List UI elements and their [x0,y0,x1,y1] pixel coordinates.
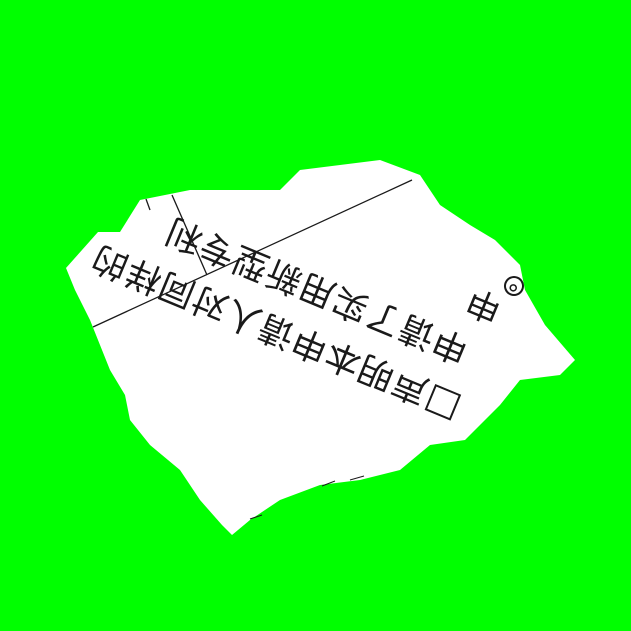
bottom-edge-marks [249,475,365,520]
table-line-horizontal [92,179,413,328]
checkbox-icon[interactable] [424,383,462,421]
paper-fragment [66,160,575,535]
table-line-stub [145,198,151,211]
circle-mark-icon [504,276,524,296]
table-line-vertical [171,194,208,276]
